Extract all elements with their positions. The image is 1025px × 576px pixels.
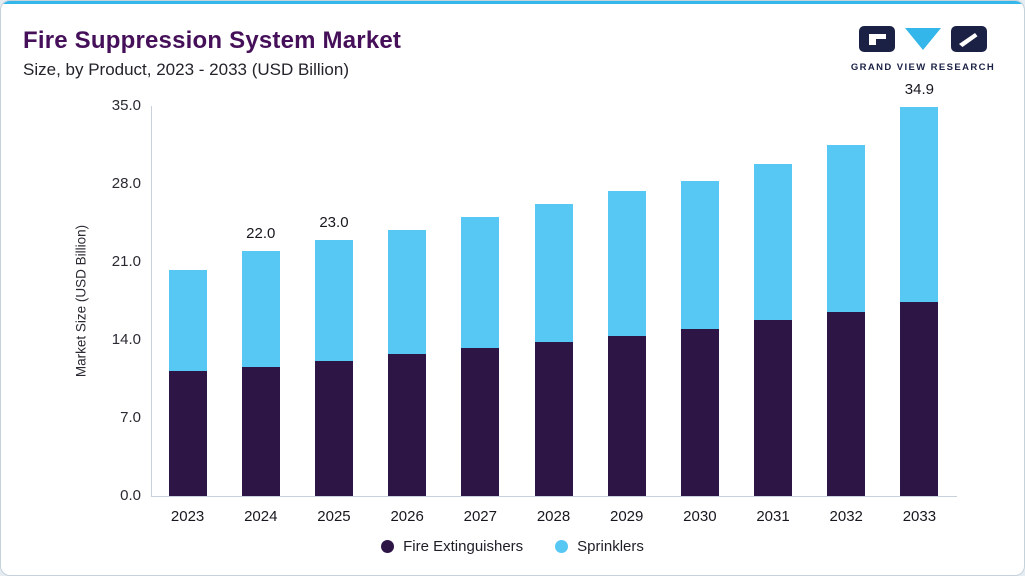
legend-item-fire-extinguishers: Fire Extinguishers: [381, 538, 523, 555]
y-tick-label-35-0: 35.0: [111, 97, 141, 114]
x-tick-label-2026: 2026: [390, 508, 424, 525]
y-axis-label: Market Size (USD Billion): [73, 224, 89, 378]
bar-2025-sprinklers: [314, 239, 353, 362]
legend-swatch-fire-extinguishers: [381, 540, 395, 553]
legend-swatch-sprinklers: [555, 540, 569, 553]
y-tick-label-0-0: 0.0: [120, 487, 141, 504]
bar-2033-fire-extinguishers: [900, 302, 939, 496]
bar-2028-sprinklers: [534, 204, 573, 343]
x-axis-line: [151, 496, 957, 497]
bar-2024-fire-extinguishers: [241, 366, 280, 496]
x-tick-label-2031: 2031: [756, 508, 790, 525]
y-tick-label-21-0: 21.0: [111, 253, 141, 270]
bar-2027-sprinklers: [461, 217, 500, 348]
bar-2030-fire-extinguishers: [680, 328, 719, 496]
bar-2028-fire-extinguishers: [534, 342, 573, 496]
x-tick-label-2025: 2025: [317, 508, 351, 525]
bar-value-label-2025: 23.0: [319, 213, 349, 231]
bar-2032-sprinklers: [827, 145, 866, 313]
x-tick-label-2027: 2027: [463, 508, 497, 525]
page-subtitle: Size, by Product, 2023 - 2033 (USD Billi…: [23, 60, 349, 79]
y-tick-label-7-0: 7.0: [120, 409, 141, 426]
x-tick-label-2030: 2030: [683, 508, 717, 525]
bar-2029-fire-extinguishers: [607, 335, 646, 496]
x-tick-label-2024: 2024: [244, 508, 278, 525]
grand-view-research-logo: GRAND VIEW RESEARCH: [848, 25, 998, 73]
legend-label-fire-extinguishers: Fire Extinguishers: [403, 538, 524, 555]
bar-2026-fire-extinguishers: [388, 354, 427, 496]
bar-2024-sprinklers: [241, 250, 280, 367]
top-accent-bar: [1, 1, 1024, 4]
bar-2031-sprinklers: [754, 163, 793, 320]
x-tick-label-2023: 2023: [170, 508, 205, 525]
x-tick-label-2028: 2028: [536, 508, 571, 525]
bar-2029-sprinklers: [607, 190, 646, 336]
logo-mark-icon: [859, 26, 987, 52]
legend-item-sprinklers: Sprinklers: [555, 538, 644, 555]
bar-2031-fire-extinguishers: [754, 319, 793, 496]
chart-legend: Fire Extinguishers Sprinklers: [1, 538, 1024, 555]
bar-2026-sprinklers: [388, 229, 427, 355]
y-tick-label-14-0: 14.0: [111, 331, 141, 348]
y-axis-line: [151, 106, 152, 496]
bar-value-label-2033: 34.9: [904, 81, 934, 99]
bar-2025-fire-extinguishers: [314, 361, 353, 496]
page-title: Fire Suppression System Market: [23, 27, 402, 54]
bar-2027-fire-extinguishers: [461, 347, 500, 496]
bar-2030-sprinklers: [680, 180, 719, 329]
x-tick-label-2029: 2029: [609, 508, 644, 525]
bar-2023-fire-extinguishers: [168, 371, 207, 496]
x-tick-label-2033: 2033: [902, 508, 937, 525]
logo-text: GRAND VIEW RESEARCH: [850, 62, 996, 73]
bar-2023-sprinklers: [168, 269, 207, 372]
y-tick-label-28-0: 28.0: [111, 175, 141, 192]
bar-2032-fire-extinguishers: [827, 312, 866, 496]
bar-2033-sprinklers: [900, 107, 939, 303]
x-tick-label-2032: 2032: [829, 508, 863, 525]
legend-label-sprinklers: Sprinklers: [577, 538, 644, 555]
bar-value-label-2024: 22.0: [246, 224, 276, 242]
